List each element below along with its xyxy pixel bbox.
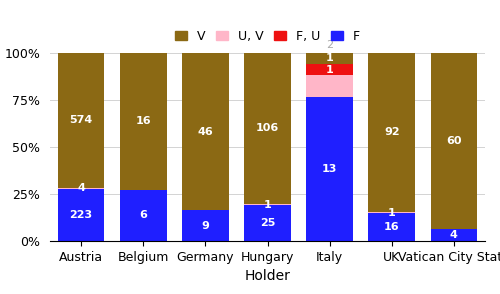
Text: 16: 16 xyxy=(384,222,400,232)
Bar xyxy=(58,188,104,189)
Text: 25: 25 xyxy=(260,218,275,228)
Text: 13: 13 xyxy=(322,164,338,174)
Text: 9: 9 xyxy=(202,221,209,231)
Bar xyxy=(306,53,353,64)
Bar xyxy=(368,213,415,241)
Bar xyxy=(430,53,477,229)
Bar xyxy=(58,53,104,188)
Text: 46: 46 xyxy=(198,127,213,137)
Bar xyxy=(244,206,291,241)
Bar xyxy=(58,189,104,241)
Bar xyxy=(182,210,228,241)
Bar xyxy=(306,64,353,75)
Text: 92: 92 xyxy=(384,127,400,137)
Text: 60: 60 xyxy=(446,136,462,146)
Text: 1: 1 xyxy=(388,208,396,218)
Text: 4: 4 xyxy=(77,183,85,193)
Text: 6: 6 xyxy=(140,211,147,220)
Text: 574: 574 xyxy=(70,115,92,125)
Bar xyxy=(182,53,228,210)
Text: 4: 4 xyxy=(450,230,458,240)
Legend: V, U, V, F, U, F: V, U, V, F, U, F xyxy=(175,30,360,43)
Text: 1: 1 xyxy=(326,54,334,64)
Bar xyxy=(306,97,353,241)
Text: 223: 223 xyxy=(70,210,92,220)
Text: 1: 1 xyxy=(326,64,334,74)
Bar xyxy=(244,53,291,204)
Text: 16: 16 xyxy=(136,116,151,126)
Text: 1: 1 xyxy=(264,200,272,210)
Bar xyxy=(244,204,291,206)
X-axis label: Holder: Holder xyxy=(244,269,290,283)
Bar xyxy=(120,190,166,241)
Bar xyxy=(368,53,415,212)
Bar xyxy=(306,75,353,97)
Bar xyxy=(120,53,166,190)
Bar xyxy=(430,229,477,241)
Text: 2: 2 xyxy=(326,40,333,50)
Text: 106: 106 xyxy=(256,123,279,133)
Bar xyxy=(368,212,415,213)
